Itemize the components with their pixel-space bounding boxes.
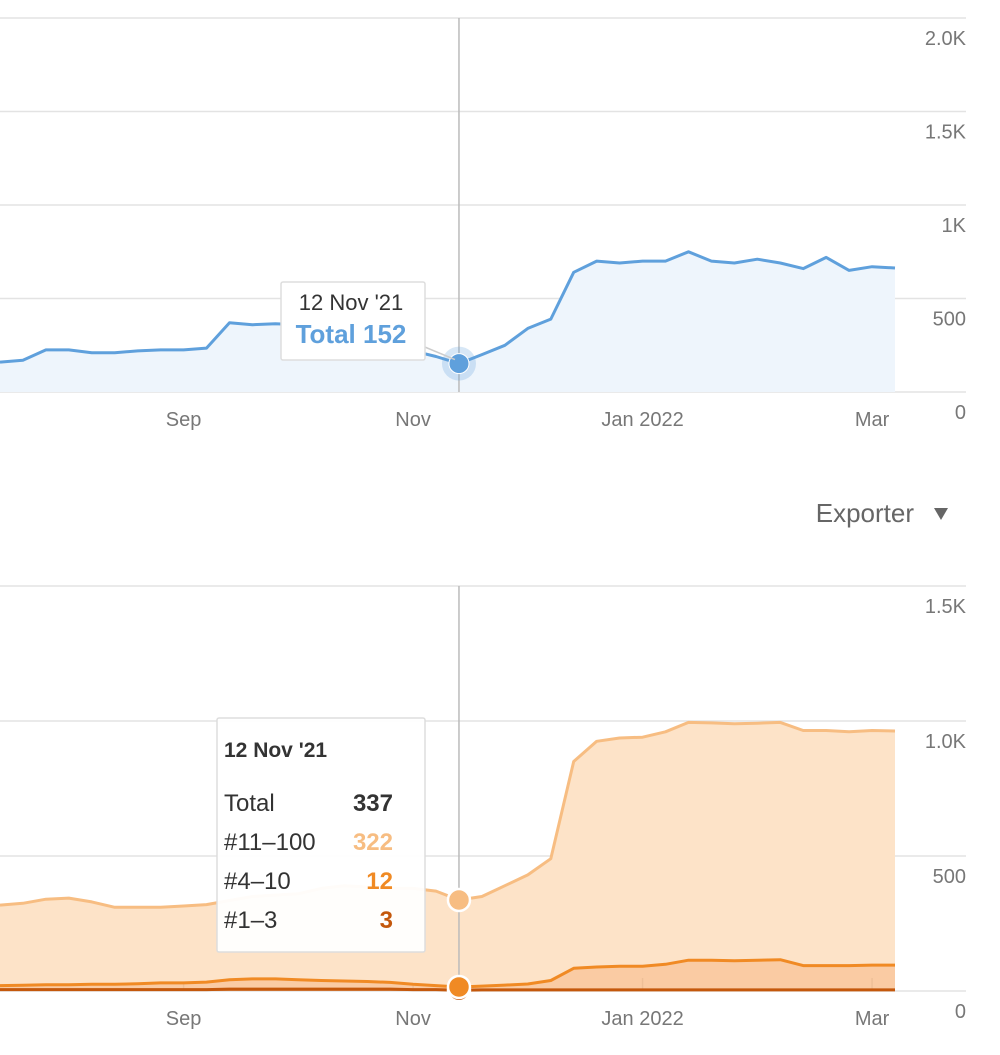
chart: 0 500 1K 1.5K 2.0K Sep Nov Jan 2022 Mar 12 Nov '2… (0, 17, 967, 431)
tooltip: 12 Nov '21 Total 337 #11–100 322 #4–10 12 #1–3 3 (216, 717, 426, 953)
dropdown-arrow[interactable] (934, 508, 948, 520)
x-tick-label: Nov (395, 1008, 431, 1030)
chart: 0 500 1.0K 1.5K Sep Nov Jan 2022 Mar 12 Nov '21 T… (0, 585, 967, 1030)
area-fill (0, 959, 895, 991)
hover-point (446, 974, 472, 1000)
tooltip-series-value: 3 (380, 907, 393, 934)
tooltip-series-value: 322 (353, 829, 393, 856)
x-tick-label: Jan 2022 (601, 1008, 683, 1030)
x-tick-label: Mar (855, 1008, 890, 1030)
x-tick-label: Nov (395, 409, 431, 431)
line (0, 250, 896, 366)
tooltip-total: 337 (353, 790, 393, 817)
hover-point (448, 353, 470, 375)
tooltip-series-value: 12 (366, 868, 393, 895)
line (0, 720, 896, 909)
hover-point (446, 887, 472, 913)
tooltip-box (216, 717, 426, 953)
tooltip-pointer (419, 344, 456, 361)
tooltip-series-name: #11–100 (224, 829, 316, 856)
tooltip-value: Total 152 (296, 319, 407, 349)
tooltip-title: 12 Nov '21 (224, 739, 327, 762)
export-button[interactable]: Exporter (816, 498, 948, 528)
x-tick-label: Sep (166, 1008, 202, 1030)
export-label[interactable]: Exporter (816, 498, 915, 528)
tooltip-series-name: #1–3 (224, 907, 277, 934)
y-tick-label: 2.0K (925, 28, 967, 50)
x-tick-label: Jan 2022 (601, 409, 683, 431)
tooltip-series-value: 152 (363, 319, 406, 349)
y-tick-label: 1K (942, 215, 967, 237)
tooltip: 12 Nov '21 Total 152 (280, 281, 456, 361)
x-tick-label: Mar (855, 409, 890, 431)
tooltip-title: 12 Nov '21 (299, 290, 404, 315)
y-tick-label: 1.0K (925, 731, 967, 753)
tooltip-series-name: #4–10 (224, 868, 291, 895)
tooltip-total-label: Total (224, 790, 275, 817)
area-fill (0, 722, 895, 987)
area-fill (0, 251, 895, 392)
y-tick-label: 0 (955, 402, 966, 424)
y-tick-label: 500 (933, 866, 966, 888)
tooltip-box (280, 281, 426, 361)
y-tick-label: 0 (955, 1001, 966, 1023)
y-tick-label: 500 (933, 309, 966, 331)
tooltip-series-name: Total (296, 319, 356, 349)
y-tick-label: 1.5K (925, 122, 967, 144)
y-tick-label: 1.5K (925, 596, 967, 618)
x-tick-label: Sep (166, 409, 202, 431)
